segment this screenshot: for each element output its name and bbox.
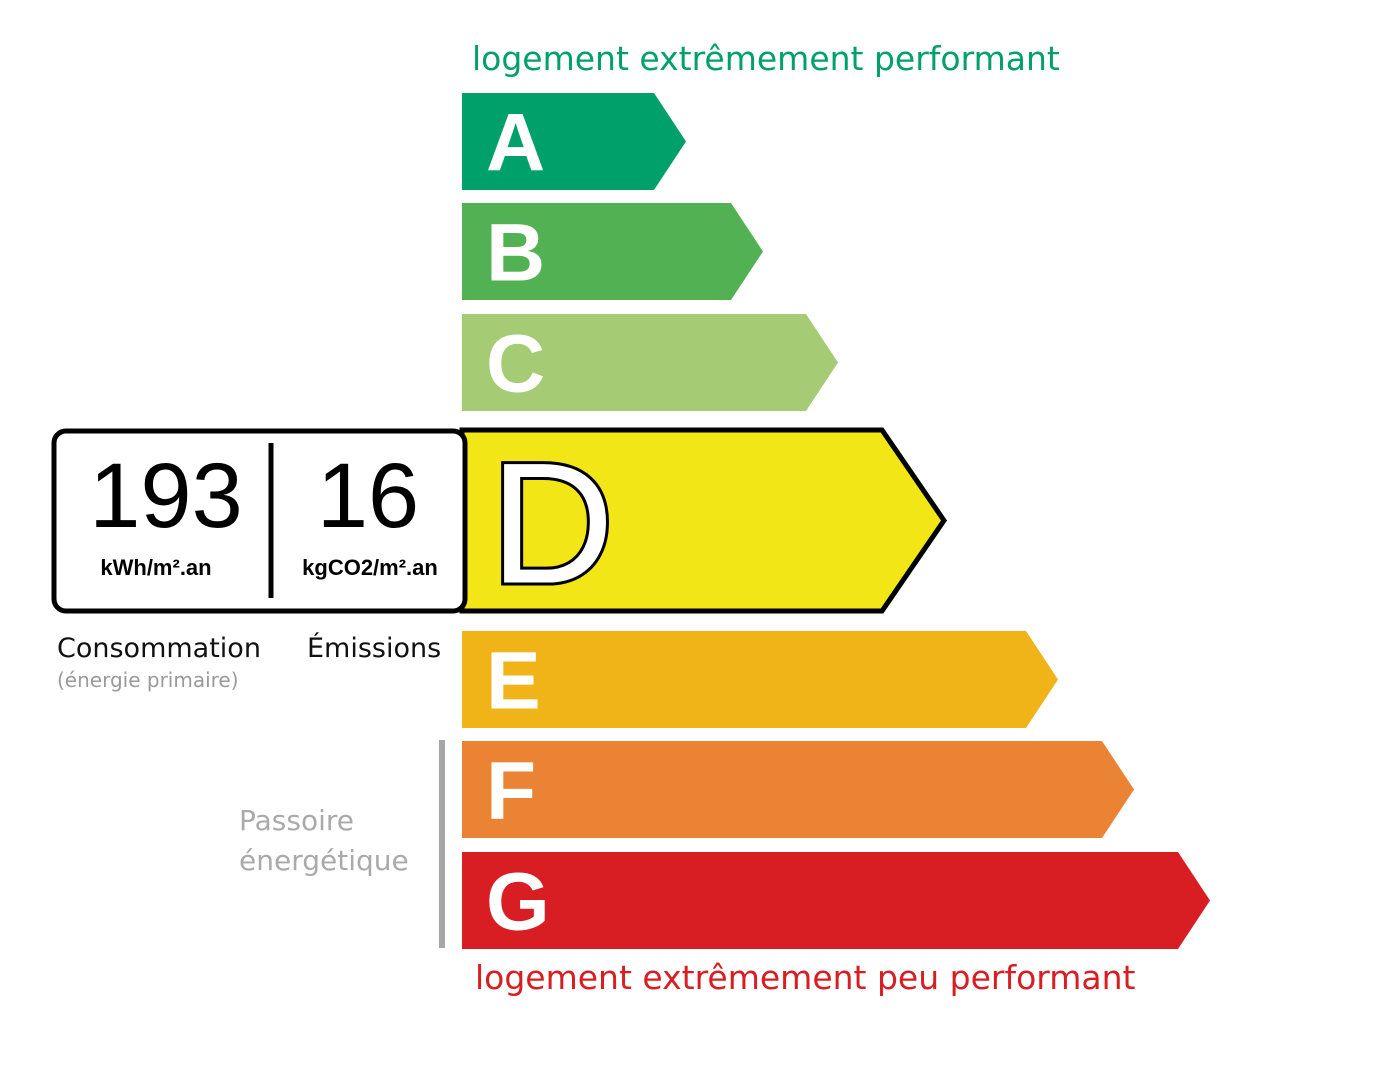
- emissions-unit: kgCO2/m².an: [302, 555, 438, 580]
- rating-arrow: [462, 631, 1058, 728]
- rating-bar-c: C: [462, 314, 838, 411]
- rating-letter: B: [486, 208, 545, 299]
- passoire-bracket: [439, 740, 445, 948]
- emissions-label: Émissions: [307, 632, 441, 664]
- bottom-label: logement extrêmement peu performant: [475, 958, 1136, 997]
- rating-letter: G: [486, 857, 550, 948]
- consumption-label: Consommation: [57, 633, 261, 664]
- top-label: logement extrêmement performant: [472, 39, 1060, 78]
- rating-letter: D: [490, 428, 614, 620]
- result-box: 193 16 kWh/m².an kgCO2/m².an: [51, 428, 468, 614]
- rating-arrow: [462, 93, 686, 190]
- rating-arrow: [462, 203, 763, 300]
- rating-letter: E: [486, 636, 541, 727]
- rating-bar-a: A: [462, 93, 686, 190]
- rating-bar-d: D: [459, 425, 948, 623]
- rating-bar-g: G: [462, 852, 1210, 949]
- rating-letter: F: [486, 746, 536, 837]
- emissions-value: 16: [317, 445, 419, 547]
- rating-arrow: [462, 852, 1210, 949]
- consumption-sublabel: (énergie primaire): [57, 668, 239, 692]
- rating-arrow: [462, 741, 1134, 838]
- rating-letter: C: [486, 319, 545, 410]
- consumption-unit: kWh/m².an: [100, 555, 211, 580]
- consumption-value: 193: [89, 445, 243, 547]
- rating-bar-f: F: [462, 741, 1134, 838]
- rating-arrow: [462, 314, 838, 411]
- rating-bar-b: B: [462, 203, 763, 300]
- result-box-frame: [51, 428, 468, 614]
- rating-bar-e: E: [462, 631, 1058, 728]
- passoire-line2: énergétique: [239, 844, 409, 877]
- rating-letter: A: [486, 98, 545, 189]
- passoire-line1: Passoire: [239, 804, 354, 837]
